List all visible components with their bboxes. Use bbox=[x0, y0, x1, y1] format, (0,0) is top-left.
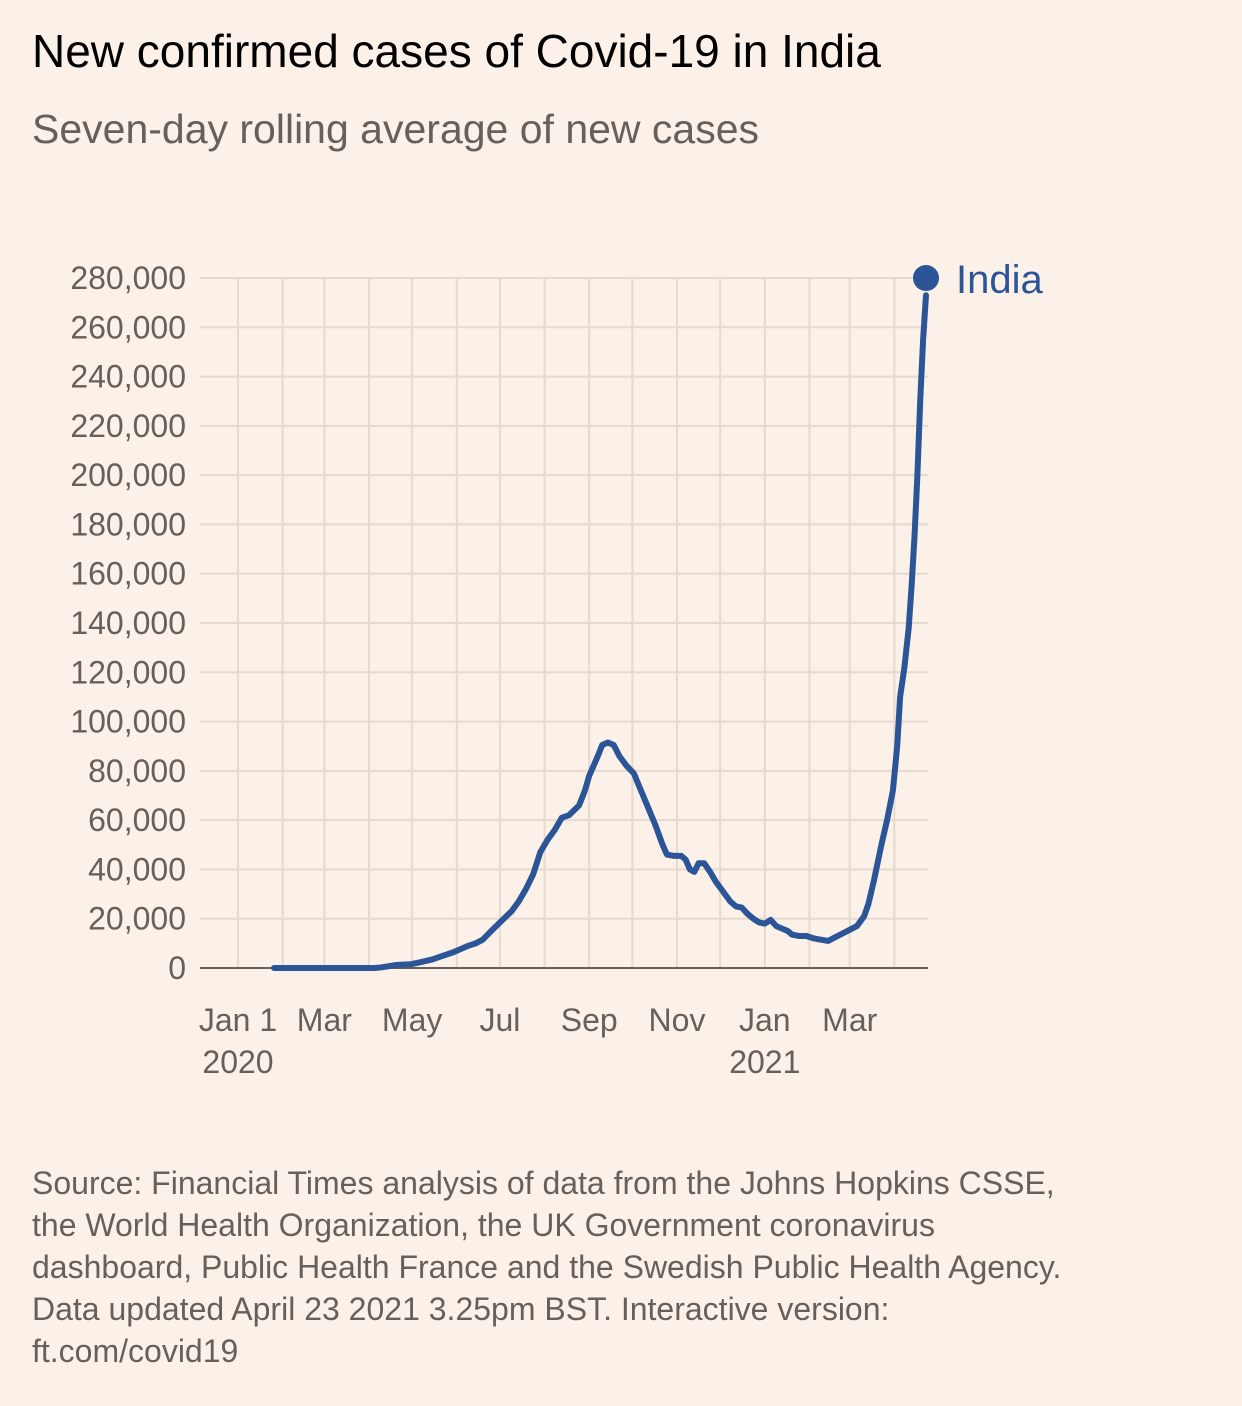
y-tick-label: 200,000 bbox=[70, 457, 186, 493]
source-line: the World Health Organization, the UK Go… bbox=[32, 1207, 935, 1243]
chart-title: New confirmed cases of Covid-19 in India bbox=[32, 25, 881, 77]
x-tick-label: Nov bbox=[649, 1002, 706, 1038]
y-tick-label: 280,000 bbox=[70, 260, 186, 296]
y-tick-label: 220,000 bbox=[70, 408, 186, 444]
x-tick-label: Jan bbox=[739, 1002, 791, 1038]
x-tick-label: Jan 1 bbox=[199, 1002, 277, 1038]
tick-labels: 0 20,000 40,000 60,000 80,000 100,000 120,000 1… bbox=[70, 260, 877, 1080]
y-tick-label: 240,000 bbox=[70, 359, 186, 395]
y-tick-label: 160,000 bbox=[70, 556, 186, 592]
series-layer: India bbox=[271, 258, 1043, 971]
x-tick-label: Jul bbox=[480, 1002, 521, 1038]
y-tick-label: 260,000 bbox=[70, 309, 186, 345]
y-tick-label: 80,000 bbox=[88, 753, 186, 789]
x-tick-label: May bbox=[382, 1002, 442, 1038]
source-line: ft.com/covid19 bbox=[32, 1333, 239, 1369]
x-tick-label: Mar bbox=[297, 1002, 352, 1038]
series-end-marker bbox=[913, 265, 939, 291]
y-tick-label: 140,000 bbox=[70, 605, 186, 641]
x-tick-year-label: 2021 bbox=[729, 1044, 800, 1080]
x-tick-label: Sep bbox=[561, 1002, 618, 1038]
series-line-india bbox=[271, 292, 929, 971]
source-note: Source: Financial Times analysis of data… bbox=[32, 1162, 1212, 1372]
y-tick-label: 20,000 bbox=[88, 901, 186, 937]
y-tick-label: 100,000 bbox=[70, 704, 186, 740]
y-tick-label: 0 bbox=[168, 950, 186, 986]
y-tick-label: 180,000 bbox=[70, 506, 186, 542]
x-tick-label: Mar bbox=[822, 1002, 877, 1038]
y-tick-label: 60,000 bbox=[88, 802, 186, 838]
grid-lines bbox=[200, 277, 928, 968]
source-line: Source: Financial Times analysis of data… bbox=[32, 1165, 1055, 1201]
line-chart: India 0 20,000 40,000 60,000 80,000 100,000 12… bbox=[70, 258, 1043, 1080]
x-tick-year-label: 2020 bbox=[202, 1044, 273, 1080]
y-tick-label: 120,000 bbox=[70, 654, 186, 690]
chart-subtitle: Seven-day rolling average of new cases bbox=[32, 106, 760, 152]
y-tick-label: 40,000 bbox=[88, 851, 186, 887]
source-line: Data updated April 23 2021 3.25pm BST. I… bbox=[32, 1291, 890, 1327]
source-line: dashboard, Public Health France and the … bbox=[32, 1249, 1062, 1285]
series-label: India bbox=[956, 258, 1043, 302]
